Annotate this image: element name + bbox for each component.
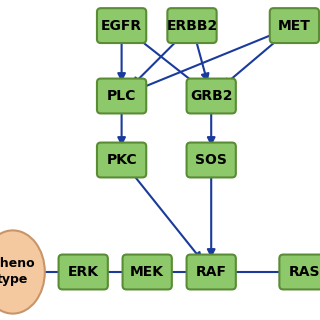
Text: RAF: RAF — [196, 265, 227, 279]
FancyBboxPatch shape — [279, 255, 320, 289]
Text: RAS: RAS — [288, 265, 320, 279]
Text: EGFR: EGFR — [101, 19, 142, 33]
FancyBboxPatch shape — [187, 255, 236, 289]
Text: type: type — [0, 274, 28, 286]
FancyBboxPatch shape — [59, 255, 108, 289]
FancyBboxPatch shape — [167, 8, 217, 43]
FancyBboxPatch shape — [123, 255, 172, 289]
FancyBboxPatch shape — [97, 143, 146, 177]
Text: MET: MET — [278, 19, 311, 33]
Text: PLC: PLC — [107, 89, 136, 103]
Text: GRB2: GRB2 — [190, 89, 232, 103]
FancyBboxPatch shape — [270, 8, 319, 43]
Text: pheno: pheno — [0, 258, 35, 270]
FancyBboxPatch shape — [97, 8, 146, 43]
FancyBboxPatch shape — [187, 78, 236, 113]
Text: SOS: SOS — [195, 153, 227, 167]
Text: ERBB2: ERBB2 — [166, 19, 218, 33]
Text: MEK: MEK — [130, 265, 164, 279]
Text: ERK: ERK — [68, 265, 99, 279]
Text: PKC: PKC — [106, 153, 137, 167]
FancyBboxPatch shape — [187, 143, 236, 177]
Ellipse shape — [0, 230, 45, 314]
FancyBboxPatch shape — [97, 78, 146, 113]
